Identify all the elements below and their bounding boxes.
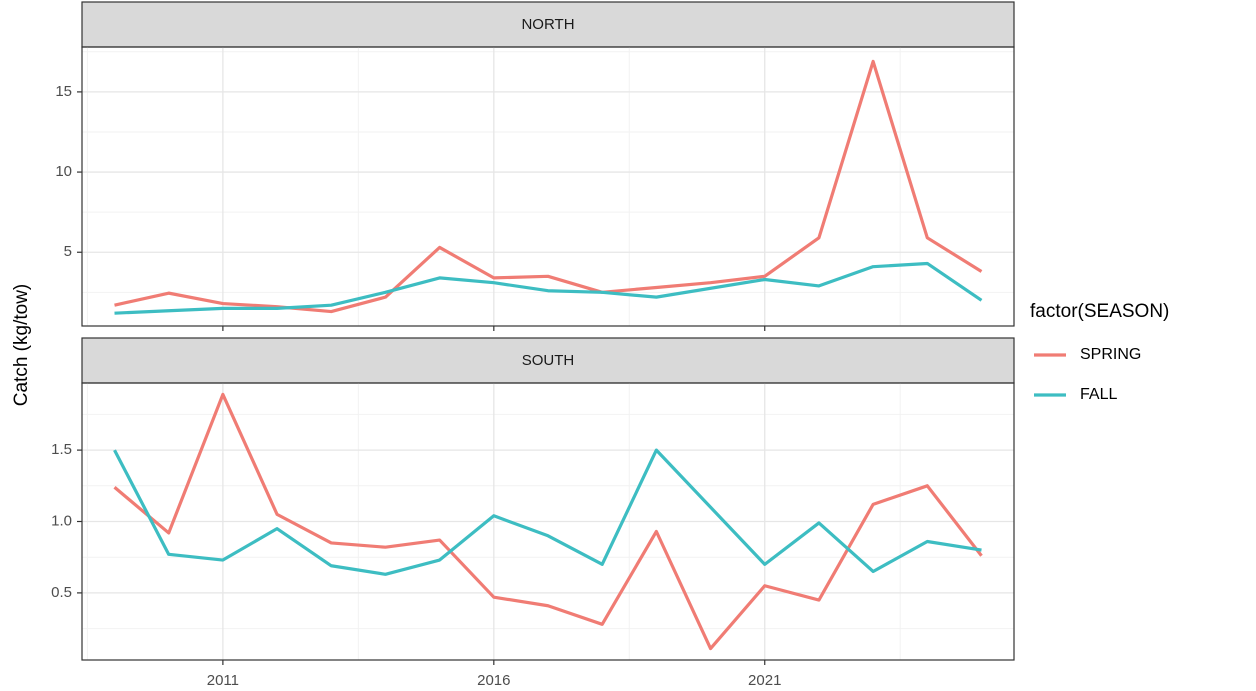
legend-title: factor(SEASON) <box>1030 301 1169 322</box>
y-tick-label: 5 <box>64 243 72 260</box>
series-line <box>114 59 983 314</box>
y-tick-label: 15 <box>55 83 72 100</box>
panel-background <box>82 47 1014 326</box>
series-line <box>113 392 983 651</box>
y-tick-label: 0.5 <box>51 584 72 601</box>
y-tick-label: 10 <box>55 163 72 180</box>
x-tick-label: 2016 <box>477 672 510 689</box>
y-axis-label: Catch (kg/tow) <box>11 284 32 406</box>
facet-strip <box>81 337 1015 384</box>
legend-label: SPRING <box>1080 346 1141 363</box>
panel-border <box>81 382 1015 661</box>
y-tick-label: 1.5 <box>51 441 72 458</box>
facet-label: SOUTH <box>522 352 575 369</box>
y-tick-label: 1.0 <box>51 512 72 529</box>
series-line <box>114 261 983 315</box>
legend-label: FALL <box>1080 386 1117 403</box>
panel-border <box>81 46 1015 327</box>
x-tick-label: 2011 <box>207 672 239 689</box>
facet-strip <box>81 1 1015 48</box>
series-line <box>113 448 982 576</box>
x-tick-label: 2021 <box>748 672 781 689</box>
facet-label: NORTH <box>521 16 574 33</box>
